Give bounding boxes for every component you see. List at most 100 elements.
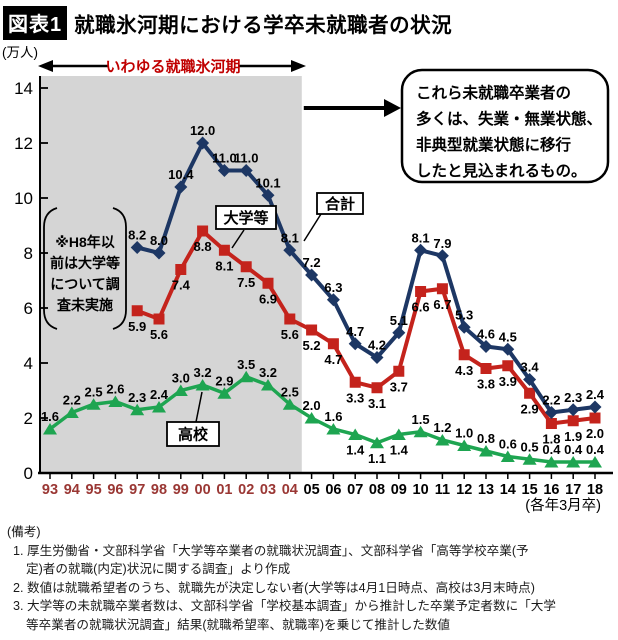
x-tick-label: 99	[173, 482, 189, 498]
marker-university	[545, 418, 557, 429]
marker-highschool	[566, 456, 581, 468]
y-tick-label: 8	[24, 244, 33, 263]
data-label-university: 5.6	[150, 327, 168, 342]
marker-highschool	[173, 384, 188, 396]
marker-university	[153, 313, 165, 325]
legend-leader-highschool	[195, 391, 203, 423]
ice-age-arrowhead-left	[38, 60, 53, 72]
marker-highschool	[282, 398, 297, 410]
data-label-highschool: 3.5	[237, 357, 255, 372]
marker-university	[175, 264, 187, 275]
remark-line: 等卒業者の就職状況調査」結果(就職希望率、就職率)を乗じて推計した数値	[26, 617, 450, 632]
survey-note-line: 前は大学等	[50, 255, 120, 271]
data-label-total: 4.6	[477, 327, 495, 342]
x-tick-label: 05	[304, 482, 320, 498]
data-label-university: 3.3	[346, 390, 364, 405]
data-label-total: 11.0	[234, 151, 259, 166]
marker-total	[544, 406, 558, 419]
data-label-total: 8.1	[412, 230, 430, 245]
marker-highschool	[326, 423, 341, 435]
data-label-total: 8.0	[150, 233, 168, 248]
marker-university	[240, 261, 252, 273]
marker-highschool	[304, 412, 319, 424]
annotation-text-line: 多くは、失業・無業状態、	[416, 109, 602, 128]
x-axis-note: (各年3月卒)	[525, 497, 601, 514]
title-bar: 図表1 就職氷河期における学卒未就職者の状況	[3, 6, 452, 40]
data-label-highschool: 2.5	[85, 384, 103, 399]
legend-box-university	[215, 205, 277, 230]
survey-note-line: について調	[50, 276, 120, 292]
data-label-total: 6.3	[324, 280, 342, 295]
marker-university	[371, 382, 383, 394]
ice-age-arrowhead-right	[291, 60, 306, 72]
x-tick-label: 07	[347, 482, 363, 498]
marker-total	[501, 342, 515, 356]
data-label-highschool: 2.6	[106, 382, 124, 397]
ice-age-region	[40, 76, 302, 473]
data-label-total: 4.2	[368, 338, 386, 353]
marker-total	[392, 326, 406, 340]
marker-highschool	[370, 436, 384, 449]
data-label-university: 3.9	[499, 374, 517, 389]
marker-university	[524, 387, 536, 399]
x-tick-label: 00	[195, 482, 211, 498]
data-label-highschool: 1.2	[433, 420, 451, 435]
data-label-total: 8.2	[128, 228, 146, 243]
marker-highschool	[64, 406, 79, 418]
x-tick-label: 03	[260, 482, 276, 498]
remark-line: 定)者の就職(内定)状況に関する調査」より作成	[26, 562, 291, 576]
y-tick-label: 6	[24, 299, 33, 318]
x-tick-label: 16	[543, 482, 559, 498]
data-label-university: 4.7	[324, 352, 342, 367]
marker-highschool	[457, 439, 472, 451]
data-label-highschool: 0.4	[542, 442, 561, 457]
marker-university	[327, 338, 339, 350]
data-label-university: 3.7	[390, 379, 408, 394]
data-label-highschool: 0.8	[477, 431, 495, 446]
x-tick-label: 97	[129, 482, 145, 498]
figure-badge: 図表1	[3, 6, 68, 40]
data-label-total: 2.3	[564, 390, 582, 405]
data-label-highschool: 0.5	[521, 439, 539, 454]
data-label-total: 10.1	[255, 175, 280, 190]
data-label-university: 3.8	[477, 377, 495, 392]
y-tick-label: 0	[24, 464, 33, 483]
data-label-total: 7.9	[433, 236, 451, 251]
annotation-bubble	[400, 68, 610, 184]
data-label-university: 2.0	[586, 426, 604, 441]
marker-highschool	[479, 445, 493, 457]
remarks-heading: (備考)	[7, 525, 41, 539]
survey-note-line: ※H8年以	[55, 234, 115, 250]
data-label-total: 5.1	[390, 313, 408, 328]
survey-note-bracket-left	[43, 207, 58, 330]
data-label-highschool: 1.6	[41, 409, 59, 424]
data-label-highschool: 3.0	[172, 371, 190, 386]
x-tick-label: 94	[64, 482, 80, 498]
x-tick-label: 98	[151, 482, 167, 498]
data-label-total: 4.7	[346, 324, 364, 339]
data-label-university: 1.9	[564, 429, 582, 444]
data-label-university: 6.9	[259, 291, 277, 306]
marker-highschool	[86, 398, 101, 410]
marker-highschool	[435, 434, 450, 446]
annotation-text-line: これら未就職卒業者の	[416, 83, 571, 102]
series-line-university	[136, 227, 596, 426]
data-label-university: 8.8	[194, 239, 212, 254]
x-tick-label: 14	[500, 482, 516, 498]
ice-age-label: いわゆる就職氷河期	[105, 58, 240, 76]
data-label-highschool: 2.2	[63, 393, 81, 408]
legend-leader-total	[303, 213, 322, 242]
page-title: 就職氷河期における学卒未就職者の状況	[74, 14, 453, 37]
data-label-highschool: 0.4	[586, 442, 605, 457]
marker-total	[196, 136, 210, 150]
x-tick-label: 12	[456, 482, 472, 498]
data-label-total: 11.0	[212, 151, 237, 166]
data-label-highschool: 1.6	[324, 409, 342, 424]
data-label-highschool: 3.2	[194, 365, 212, 380]
marker-total	[435, 249, 449, 263]
marker-total	[370, 351, 384, 364]
y-tick-label: 10	[14, 189, 33, 208]
x-tick-label: 04	[282, 482, 298, 498]
marker-university	[131, 305, 143, 317]
data-label-total: 10.4	[168, 167, 194, 182]
